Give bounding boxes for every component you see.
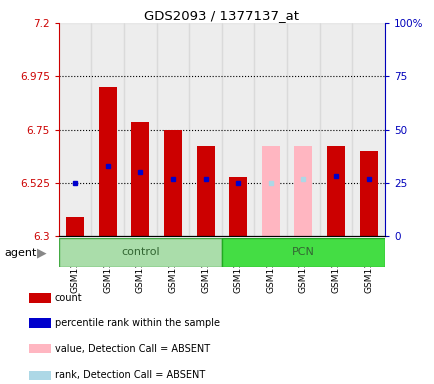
Text: value, Detection Call = ABSENT: value, Detection Call = ABSENT xyxy=(55,344,209,354)
Text: agent: agent xyxy=(4,248,36,258)
Text: count: count xyxy=(55,293,82,303)
Bar xyxy=(221,23,254,236)
Title: GDS2093 / 1377137_at: GDS2093 / 1377137_at xyxy=(144,9,299,22)
Bar xyxy=(294,146,312,236)
Bar xyxy=(164,130,181,236)
Bar xyxy=(59,23,91,236)
Bar xyxy=(30,293,51,303)
Bar xyxy=(189,23,221,236)
Bar xyxy=(229,177,247,236)
Bar xyxy=(124,23,156,236)
Bar xyxy=(359,151,377,236)
Bar xyxy=(59,238,221,267)
Bar xyxy=(326,146,344,236)
Bar xyxy=(91,23,124,236)
Text: rank, Detection Call = ABSENT: rank, Detection Call = ABSENT xyxy=(55,371,204,381)
Bar xyxy=(30,344,51,353)
Bar xyxy=(319,23,352,236)
Text: ▶: ▶ xyxy=(36,246,46,259)
Bar xyxy=(131,122,149,236)
Bar xyxy=(99,87,116,236)
Bar xyxy=(261,146,279,236)
Bar xyxy=(196,146,214,236)
Bar xyxy=(30,318,51,328)
Text: percentile rank within the sample: percentile rank within the sample xyxy=(55,318,219,328)
Bar xyxy=(30,371,51,380)
Text: control: control xyxy=(121,247,159,258)
Bar xyxy=(352,23,384,236)
Text: PCN: PCN xyxy=(291,247,314,258)
Bar xyxy=(156,23,189,236)
Bar xyxy=(66,217,84,236)
Bar xyxy=(286,23,319,236)
Bar xyxy=(254,23,286,236)
Bar xyxy=(221,238,384,267)
